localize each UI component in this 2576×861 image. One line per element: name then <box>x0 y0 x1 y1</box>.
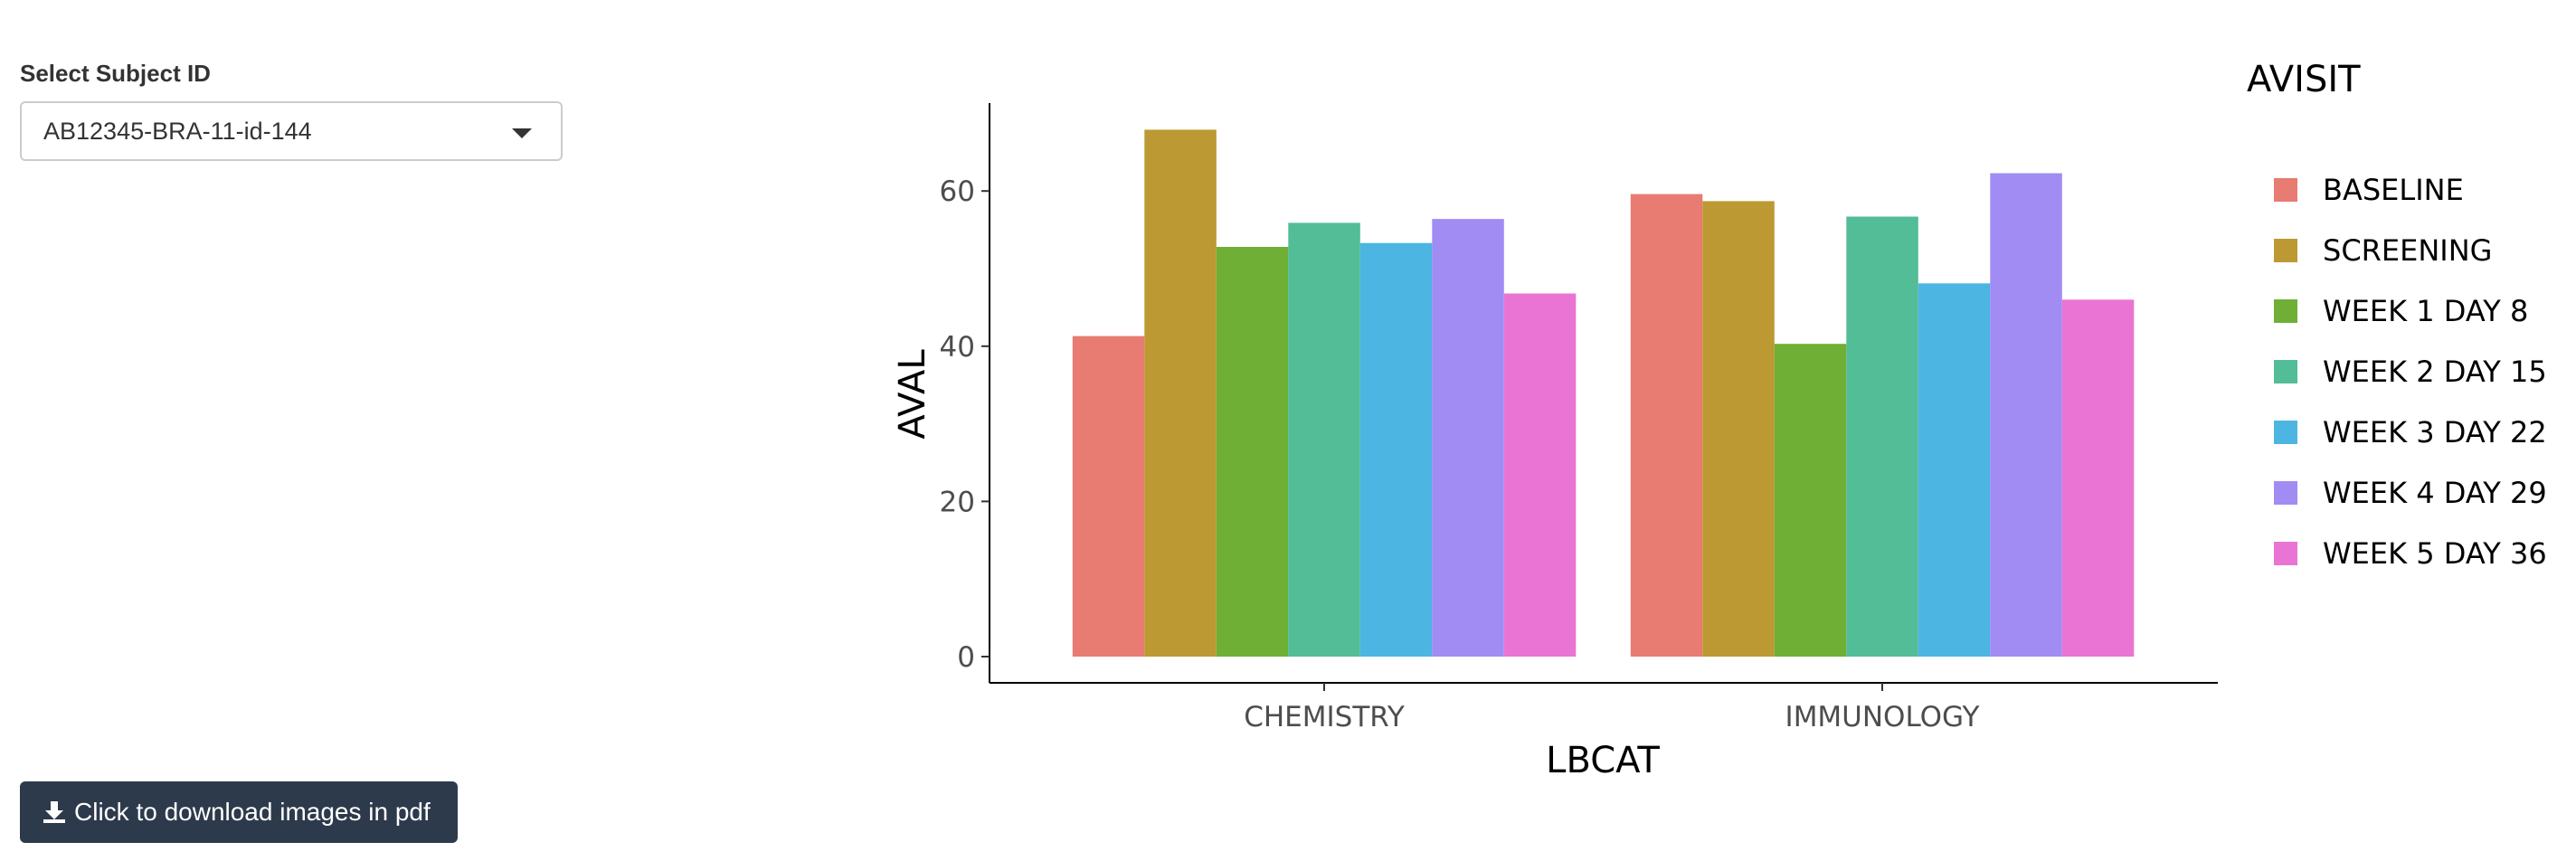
bar-screening-immunology <box>1702 201 1775 657</box>
bar-week-5-day-36-chemistry <box>1503 293 1577 657</box>
bar-week-1-day-8-chemistry <box>1216 247 1289 657</box>
x-axis: CHEMISTRY IMMUNOLOGY <box>990 682 2218 733</box>
legend-label-week-4-day-29: WEEK 4 DAY 29 <box>2323 476 2547 510</box>
bar-week-3-day-22-immunology <box>1918 283 1991 657</box>
bar-week-2-day-15-chemistry <box>1288 222 1360 657</box>
legend-label-week-1-day-8: WEEK 1 DAY 8 <box>2323 294 2528 328</box>
y-axis: 0 20 40 60 <box>940 103 990 683</box>
legend-title: AVISIT <box>2247 59 2361 100</box>
y-axis-title: AVAL <box>892 349 933 440</box>
legend-label-week-3-day-22: WEEK 3 DAY 22 <box>2323 415 2547 449</box>
selected-subject-value: AB12345-BRA-11-id-144 <box>43 117 312 145</box>
x-axis-title: LBCAT <box>1546 740 1660 781</box>
y-tick-label: 40 <box>940 331 975 364</box>
bar-week-4-day-29-chemistry <box>1432 219 1504 657</box>
y-tick-label: 60 <box>940 175 975 208</box>
legend-label-week-2-day-15: WEEK 2 DAY 15 <box>2323 355 2547 389</box>
y-tick-label: 20 <box>940 486 975 518</box>
legend-key-week-3-day-22 <box>2274 421 2297 444</box>
download-button-label: Click to download images in pdf <box>74 798 431 826</box>
legend-key-week-5-day-36 <box>2274 542 2297 565</box>
bar-week-1-day-8-immunology <box>1774 344 1847 657</box>
bar-week-2-day-15-immunology <box>1846 216 1918 657</box>
plot-bars <box>1072 129 2135 657</box>
legend-key-screening <box>2274 239 2297 262</box>
legend-key-baseline <box>2274 178 2297 202</box>
x-tick-label-chemistry: CHEMISTRY <box>1244 701 1405 733</box>
bar-screening-chemistry <box>1144 129 1217 657</box>
legend-label-week-5-day-36: WEEK 5 DAY 36 <box>2323 536 2547 571</box>
bar-baseline-chemistry <box>1072 336 1145 657</box>
chevron-down-icon[interactable] <box>512 128 532 138</box>
bar-week-4-day-29-immunology <box>1990 173 2062 657</box>
select-subject-label: Select Subject ID <box>20 60 211 87</box>
legend-label-screening: SCREENING <box>2323 233 2492 268</box>
download-icon <box>43 801 65 823</box>
bar-week-5-day-36-immunology <box>2061 299 2135 657</box>
legend-key-week-1-day-8 <box>2274 299 2297 323</box>
legend: AVISIT BASELINE SCREENING WEEK 1 DAY 8 WEEK… <box>2247 59 2547 571</box>
download-pdf-button[interactable]: Click to download images in pdf <box>20 781 458 843</box>
subject-id-select[interactable]: AB12345-BRA-11-id-144 <box>20 101 563 161</box>
legend-key-week-4-day-29 <box>2274 481 2297 505</box>
y-tick-label: 0 <box>957 641 975 674</box>
bar-week-3-day-22-chemistry <box>1359 242 1433 657</box>
legend-label-baseline: BASELINE <box>2323 173 2464 207</box>
legend-key-week-2-day-15 <box>2274 360 2297 383</box>
x-tick-label-immunology: IMMUNOLOGY <box>1785 701 1980 733</box>
bar-baseline-immunology <box>1630 194 1703 657</box>
